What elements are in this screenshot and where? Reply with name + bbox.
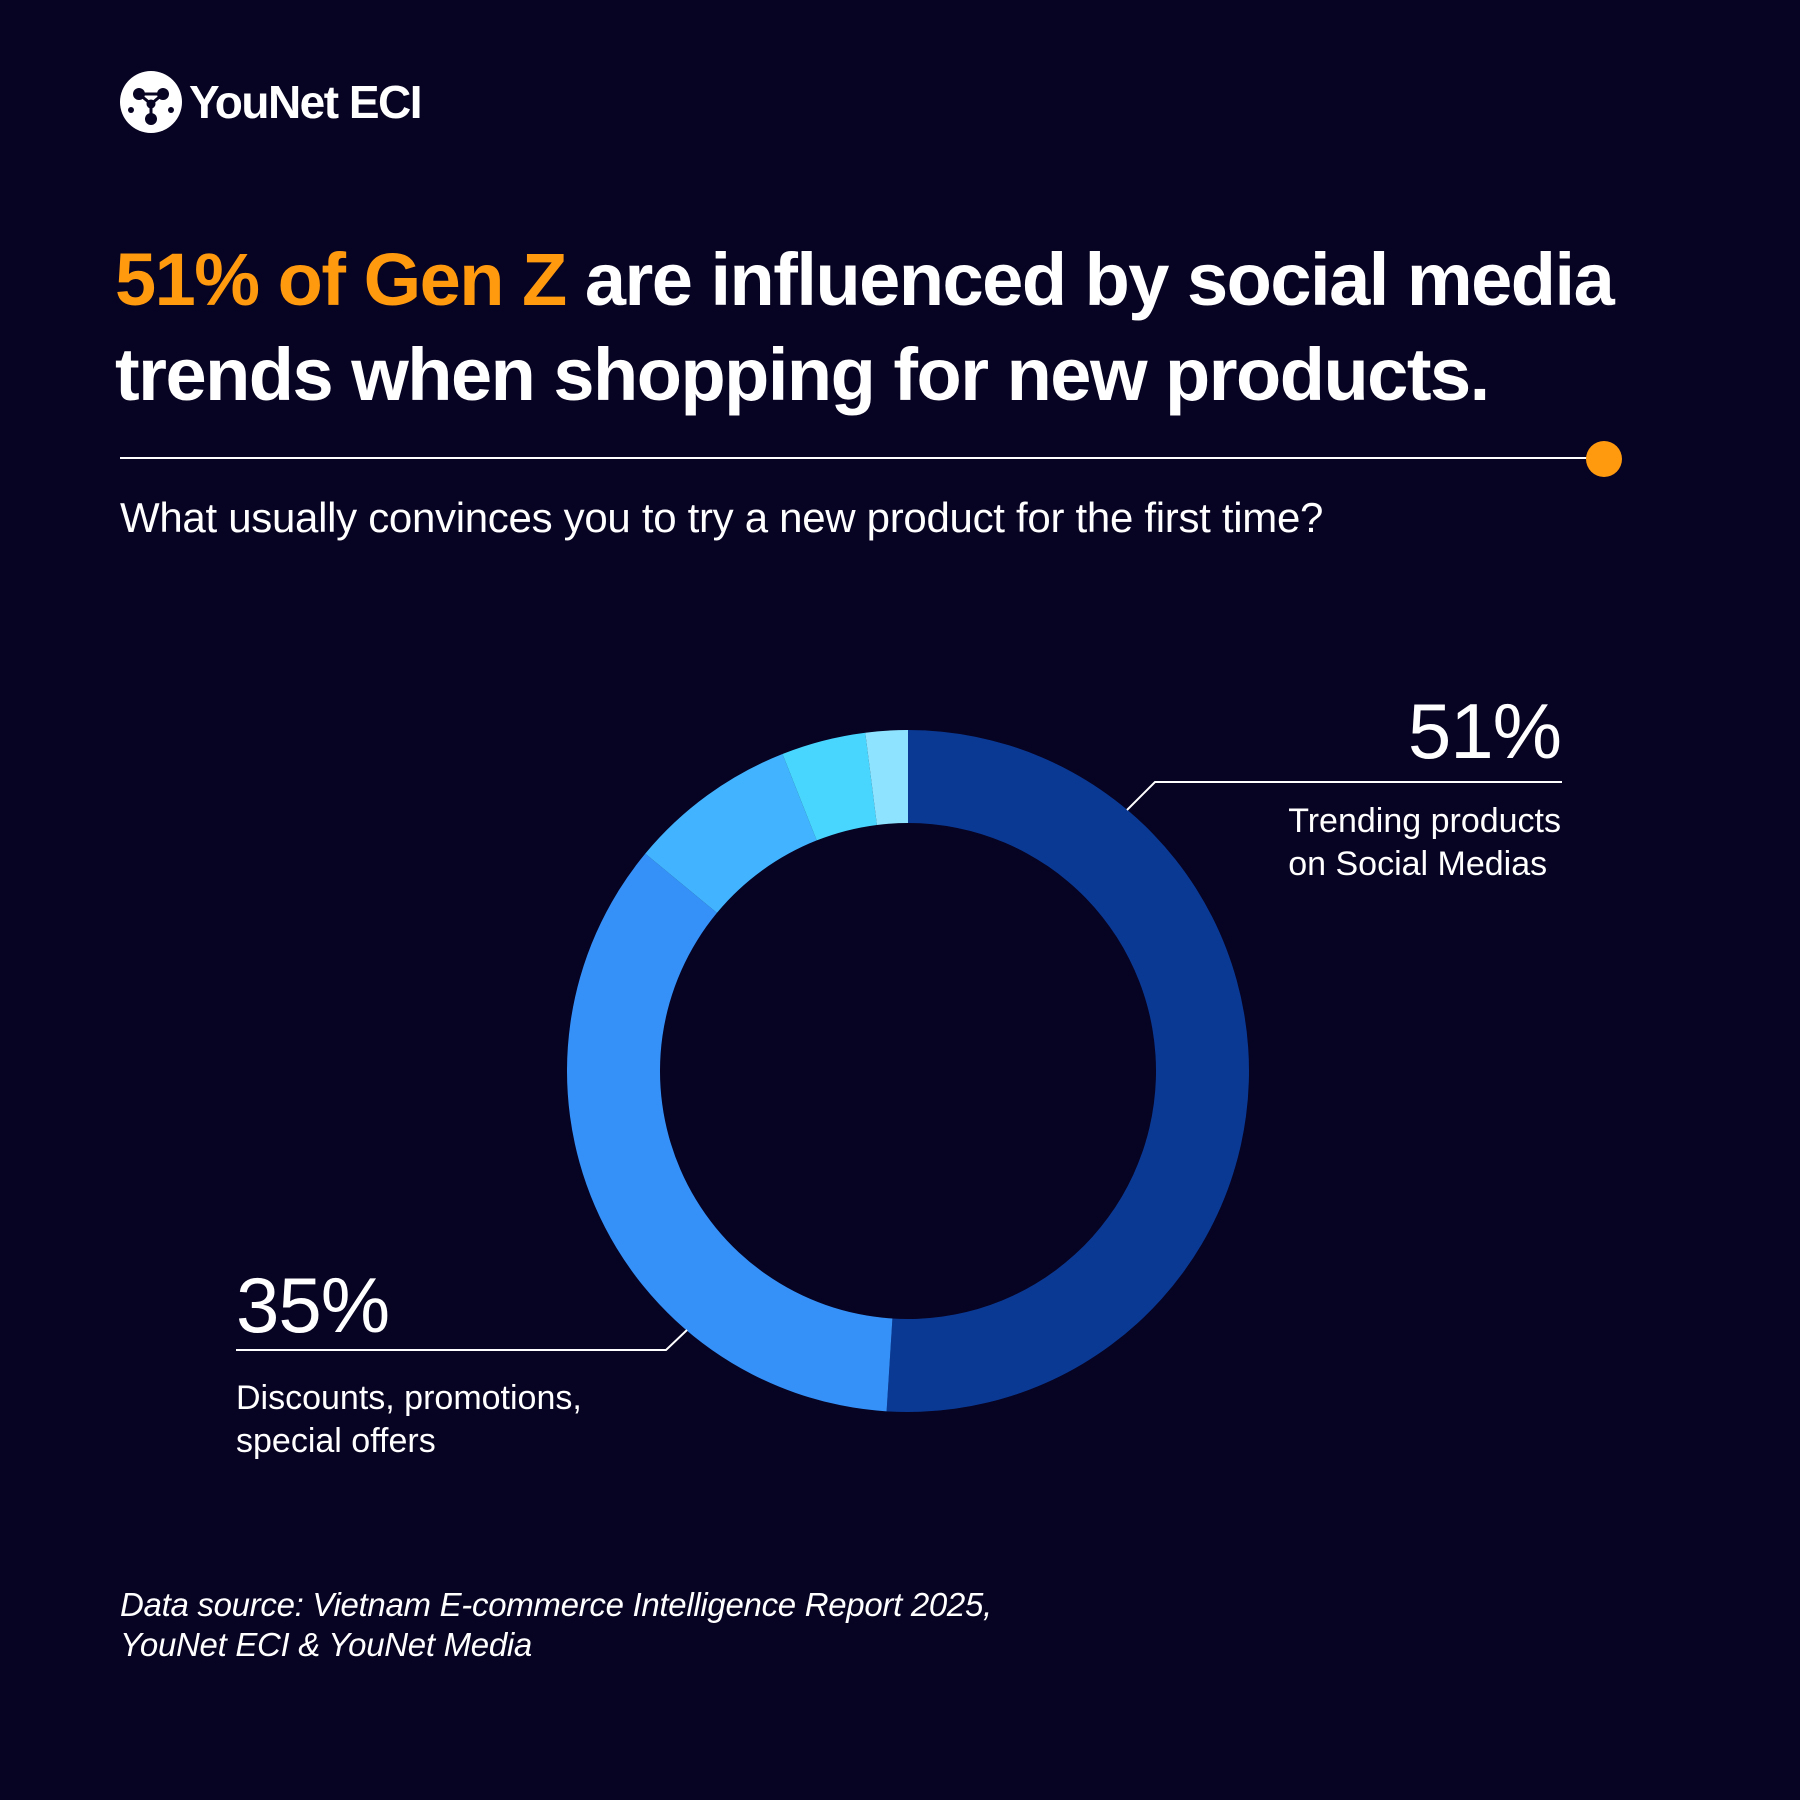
callout-label: Discounts, promotions, special offers bbox=[236, 1377, 582, 1463]
donut-slices bbox=[567, 730, 1250, 1412]
callout-leader-1 bbox=[1126, 781, 1562, 811]
headline-highlight: 51% of Gen Z bbox=[115, 238, 567, 321]
callout-label-line: Discounts, promotions, bbox=[236, 1379, 582, 1417]
callout-value: 51% bbox=[1407, 687, 1562, 775]
callout-label: Trending products on Social Medias bbox=[1288, 800, 1561, 886]
survey-question: What usually convinces you to try a new … bbox=[120, 494, 1324, 541]
callout-discounts: 35% Discounts, promotions, special offer… bbox=[236, 1266, 582, 1463]
callout-value: 35% bbox=[236, 1261, 390, 1349]
data-source-line: YouNet ECI & YouNet Media bbox=[120, 1626, 532, 1663]
callout-label-line: Trending products bbox=[1288, 802, 1561, 840]
donut-slice-2 bbox=[567, 853, 893, 1412]
brand-logo-icon bbox=[120, 71, 182, 133]
callout-leader-2 bbox=[236, 1329, 688, 1351]
donut-slice-1 bbox=[886, 730, 1250, 1412]
divider-dot bbox=[1586, 441, 1622, 477]
headline-rest: are influenced by social media trends wh… bbox=[115, 238, 1615, 416]
donut-slice-5 bbox=[865, 730, 908, 825]
donut-slice-4 bbox=[782, 732, 877, 841]
callout-label-line: on Social Medias bbox=[1288, 845, 1548, 883]
callout-label-line: special offers bbox=[236, 1422, 436, 1460]
headline: 51% of Gen Z are influenced by social me… bbox=[115, 232, 1755, 422]
donut-slice-3 bbox=[645, 753, 817, 913]
brand-logo: YouNet ECI bbox=[119, 70, 423, 134]
brand-name: YouNet ECI bbox=[189, 76, 423, 128]
callout-trending: 51% Trending products on Social Medias bbox=[1288, 687, 1562, 886]
data-source-line: Data source: Vietnam E-commerce Intellig… bbox=[120, 1586, 992, 1623]
data-source: Data source: Vietnam E-commerce Intellig… bbox=[120, 1585, 992, 1665]
divider-line bbox=[120, 457, 1605, 459]
